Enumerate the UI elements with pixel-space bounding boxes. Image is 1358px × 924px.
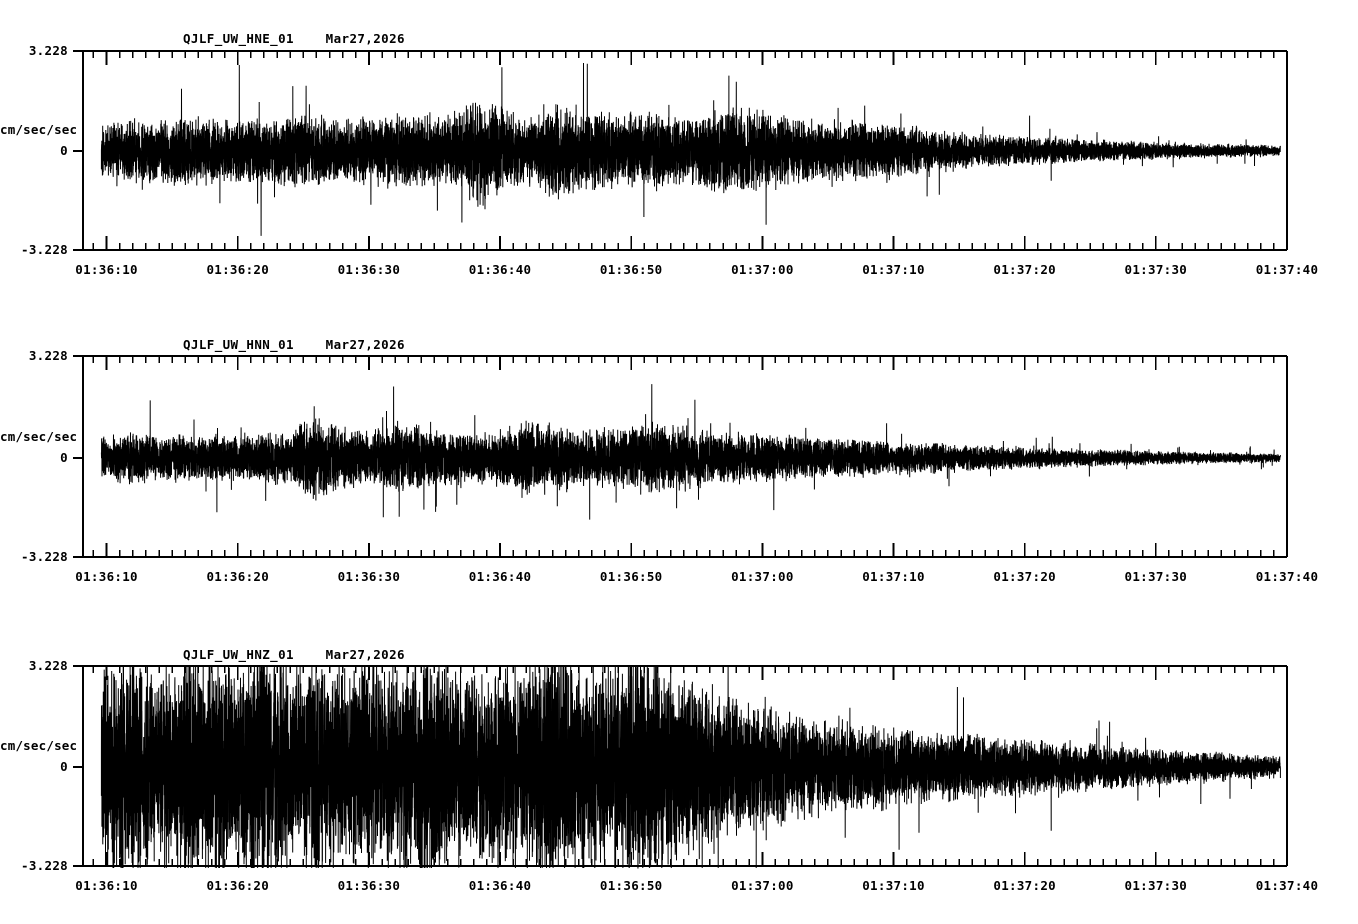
y-axis-max-label-hnn: 3.228 bbox=[28, 348, 68, 363]
x-axis-tick-label: 01:36:20 bbox=[206, 569, 270, 584]
x-axis-tick-label: 01:36:50 bbox=[599, 569, 663, 584]
x-axis-tick-label: 01:37:40 bbox=[1255, 569, 1319, 584]
panel-title-hnz: QJLF_UW_HNZ_01 Mar27,2026 bbox=[183, 647, 405, 662]
x-axis-tick-label: 01:36:20 bbox=[206, 878, 270, 893]
y-axis-min-label-hne: -3.228 bbox=[21, 242, 68, 257]
x-axis-tick-label: 01:37:20 bbox=[993, 262, 1056, 277]
x-axis-tick-label: 01:37:30 bbox=[1124, 878, 1188, 893]
x-axis-tick-label: 01:36:50 bbox=[599, 878, 663, 893]
y-axis-min-label-hnn: -3.228 bbox=[21, 549, 68, 564]
x-axis-tick-label: 01:37:00 bbox=[731, 262, 794, 277]
x-axis-tick-label: 01:36:40 bbox=[468, 569, 532, 584]
x-axis-tick-label: 01:36:10 bbox=[75, 878, 138, 893]
x-axis-tick-label: 01:37:40 bbox=[1255, 878, 1319, 893]
waveform-trace-hnz bbox=[100, 665, 1281, 869]
y-axis-max-label-hnz: 3.228 bbox=[28, 658, 68, 673]
x-axis-tick-label: 01:37:00 bbox=[731, 569, 794, 584]
waveform-trace-hne bbox=[100, 62, 1281, 236]
y-axis-max-label-hne: 3.228 bbox=[28, 43, 68, 58]
x-axis-tick-label: 01:37:20 bbox=[993, 569, 1056, 584]
y-axis-unit-label-hnz: cm/sec/sec bbox=[0, 738, 78, 753]
y-axis-zero-label-hnn: 0 bbox=[60, 450, 68, 465]
x-axis-tick-label: 01:36:30 bbox=[337, 878, 401, 893]
y-axis-unit-label-hne: cm/sec/sec bbox=[0, 122, 78, 137]
x-axis-tick-label: 01:37:30 bbox=[1124, 569, 1188, 584]
x-axis-tick-label: 01:37:10 bbox=[862, 569, 925, 584]
x-axis-tick-label: 01:37:10 bbox=[862, 878, 925, 893]
x-axis-tick-label: 01:36:10 bbox=[75, 262, 138, 277]
x-axis-tick-label: 01:36:30 bbox=[337, 569, 401, 584]
x-axis-tick-label: 01:36:20 bbox=[206, 262, 270, 277]
x-axis-tick-label: 01:36:50 bbox=[599, 262, 663, 277]
x-axis-tick-label: 01:37:20 bbox=[993, 878, 1056, 893]
x-axis-tick-label: 01:37:10 bbox=[862, 262, 925, 277]
y-axis-unit-label-hnn: cm/sec/sec bbox=[0, 429, 78, 444]
y-axis-min-label-hnz: -3.228 bbox=[21, 858, 68, 873]
x-axis-tick-label: 01:36:30 bbox=[337, 262, 401, 277]
x-axis-tick-label: 01:37:00 bbox=[731, 878, 794, 893]
panel-title-hnn: QJLF_UW_HNN_01 Mar27,2026 bbox=[183, 337, 405, 352]
y-axis-zero-label-hnz: 0 bbox=[60, 759, 68, 774]
x-axis-tick-label: 01:37:30 bbox=[1124, 262, 1188, 277]
x-axis-tick-label: 01:37:40 bbox=[1255, 262, 1319, 277]
x-axis-tick-label: 01:36:40 bbox=[468, 262, 532, 277]
x-axis-tick-label: 01:36:40 bbox=[468, 878, 532, 893]
y-axis-zero-label-hne: 0 bbox=[60, 143, 68, 158]
waveform-trace-hnn bbox=[100, 384, 1281, 520]
x-axis-tick-label: 01:36:10 bbox=[75, 569, 138, 584]
panel-title-hne: QJLF_UW_HNE_01 Mar27,2026 bbox=[183, 31, 405, 46]
